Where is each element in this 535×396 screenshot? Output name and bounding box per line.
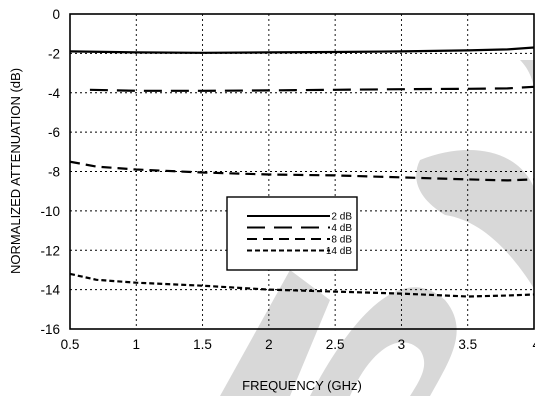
legend-label: 4 dB (331, 223, 352, 234)
x-tick-label: 1.5 (193, 337, 212, 352)
y-tick-label: -10 (40, 204, 60, 219)
x-tick-label: 3.5 (458, 337, 477, 352)
y-tick-label: 0 (52, 7, 60, 22)
y-tick-label: -16 (40, 322, 60, 337)
y-tick-label: -14 (40, 283, 60, 298)
series-line-2-db (70, 46, 534, 54)
x-tick-label: 4 (532, 337, 535, 352)
legend-label: 14 dB (326, 246, 352, 257)
plot-frame (69, 13, 535, 330)
x-tick-label: 2.5 (326, 337, 345, 352)
y-tick-label: -2 (48, 46, 60, 61)
x-tick-label: 0.5 (61, 337, 80, 352)
x-tick-label: 1 (133, 337, 141, 352)
legend-label: 8 dB (331, 235, 352, 246)
legend-label: 2 dB (331, 212, 352, 223)
x-tick-label: 2 (265, 337, 273, 352)
legend-box (226, 196, 358, 271)
series-line-8-db (70, 160, 534, 182)
y-axis-title: NORMALIZED ATTENUATION (dB) (8, 68, 23, 274)
y-tick-labels: 0 -2 -4 -6 -8 -10 -12 -14 -16 (40, 7, 60, 337)
x-axis-title: FREQUENCY (GHz) (242, 378, 362, 393)
x-tick-label: 3 (398, 337, 406, 352)
series-line-4-db (89, 85, 534, 92)
x-tick-labels: 0.5 1 1.5 2 2.5 3 3.5 4 (61, 337, 535, 352)
watermark (220, 60, 535, 396)
series-layer (70, 46, 534, 298)
y-tick-label: -12 (40, 243, 60, 258)
y-tick-label: -8 (48, 165, 60, 180)
y-tick-label: -6 (48, 125, 60, 140)
y-tick-label: -4 (48, 86, 60, 101)
series-line-14-db (70, 272, 534, 298)
